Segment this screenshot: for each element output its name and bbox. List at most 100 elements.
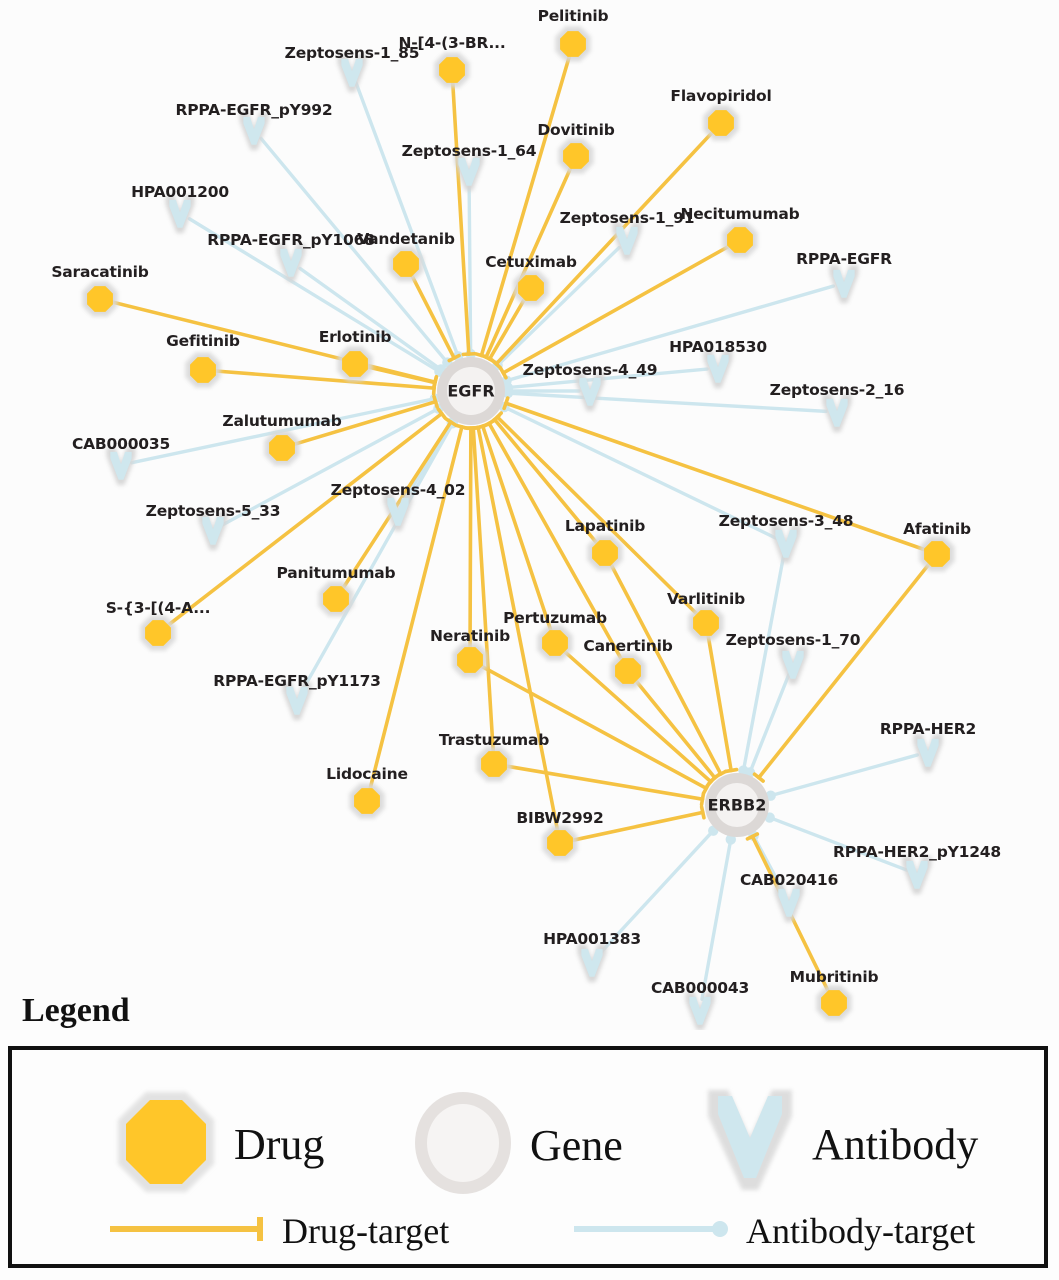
drug-target-edge bbox=[367, 425, 464, 793]
drug-edge-endpoint bbox=[447, 353, 461, 363]
drug-node[interactable] bbox=[388, 246, 424, 282]
antibody-target-edge bbox=[504, 284, 836, 383]
antibody-target-edge bbox=[506, 391, 828, 414]
antibody-target-edge bbox=[259, 136, 450, 365]
network-graph-svg[interactable] bbox=[0, 0, 1059, 1030]
legend-label-antibody: Antibody bbox=[812, 1120, 979, 1169]
antibody-node[interactable] bbox=[577, 944, 607, 983]
antibody-node[interactable] bbox=[198, 512, 228, 551]
antibody-chevron-icon bbox=[280, 248, 302, 277]
drug-target-edge-icon bbox=[108, 1214, 268, 1249]
antibody-chevron-icon bbox=[286, 686, 308, 715]
antibody-target-edge bbox=[769, 753, 920, 798]
antibody-chevron-icon bbox=[906, 860, 928, 889]
antibody-target-edge bbox=[220, 406, 441, 527]
drug-target-edge bbox=[290, 399, 438, 447]
drug-target-edge bbox=[487, 295, 528, 361]
antibody-chevron-icon bbox=[202, 516, 224, 545]
drug-octagon-icon bbox=[269, 435, 295, 461]
antibody-node[interactable] bbox=[282, 682, 312, 721]
drug-target-edge bbox=[363, 364, 437, 385]
drug-target-edge bbox=[504, 401, 929, 553]
antibody-chevron-icon bbox=[707, 354, 729, 383]
drug-node[interactable] bbox=[318, 581, 354, 617]
drug-edge-endpoint bbox=[436, 407, 447, 420]
drug-target-edge bbox=[468, 426, 473, 651]
antibody-node[interactable] bbox=[771, 525, 801, 564]
antibody-node[interactable] bbox=[778, 646, 808, 685]
antibody-node[interactable] bbox=[829, 265, 859, 304]
drug-node[interactable] bbox=[558, 138, 594, 174]
drug-target-edge bbox=[561, 648, 713, 784]
drug-edge-endpoint bbox=[502, 396, 510, 411]
antibody-target-edge bbox=[502, 405, 778, 540]
drug-node[interactable] bbox=[185, 352, 221, 388]
drug-octagon-icon bbox=[145, 620, 171, 646]
antibody-node[interactable] bbox=[454, 153, 484, 192]
drug-node[interactable] bbox=[513, 270, 549, 306]
antibody-node[interactable] bbox=[106, 447, 136, 486]
antibody-node[interactable] bbox=[902, 856, 932, 895]
antibody-edge-endpoint bbox=[738, 765, 749, 776]
drug-node[interactable] bbox=[555, 26, 591, 62]
drug-node[interactable] bbox=[587, 535, 623, 571]
drug-node[interactable] bbox=[537, 625, 573, 661]
antibody-node[interactable] bbox=[165, 195, 195, 234]
network-canvas[interactable]: Zeptosens-1_85 RPPA-EGFR_pY992 HPA001200 Ze… bbox=[0, 0, 1059, 1030]
drug-edge-endpoint bbox=[723, 767, 739, 774]
drug-node[interactable] bbox=[816, 985, 852, 1021]
drug-octagon-icon bbox=[821, 990, 847, 1016]
drug-node[interactable] bbox=[264, 430, 300, 466]
drug-node[interactable] bbox=[703, 105, 739, 141]
drug-node[interactable] bbox=[337, 346, 373, 382]
drug-node[interactable] bbox=[476, 746, 512, 782]
drug-edge-endpoint bbox=[454, 423, 470, 431]
antibody-node[interactable] bbox=[685, 992, 715, 1030]
gene-circle-icon bbox=[447, 367, 495, 415]
antibody-node[interactable] bbox=[239, 112, 269, 151]
drug-octagon-icon bbox=[354, 788, 380, 814]
antibody-target-edge bbox=[741, 552, 786, 773]
drug-node[interactable] bbox=[349, 783, 385, 819]
gene-node[interactable] bbox=[437, 357, 505, 425]
antibody-chevron-icon bbox=[689, 996, 711, 1025]
drug-node[interactable] bbox=[722, 222, 758, 258]
antibody-target-edge bbox=[187, 217, 442, 374]
drug-node[interactable] bbox=[140, 615, 176, 651]
drug-edge-endpoint bbox=[461, 351, 477, 357]
drug-node[interactable] bbox=[82, 281, 118, 317]
drug-edge-endpoint bbox=[444, 417, 458, 427]
antibody-node[interactable] bbox=[913, 734, 943, 773]
drug-edge-endpoint bbox=[498, 366, 508, 380]
drug-octagon-icon bbox=[481, 751, 507, 777]
antibody-node[interactable] bbox=[774, 884, 804, 923]
antibody-node[interactable] bbox=[383, 493, 413, 532]
drug-node[interactable] bbox=[919, 536, 955, 572]
drug-node[interactable] bbox=[542, 825, 578, 861]
drug-node[interactable] bbox=[452, 642, 488, 678]
nodes-layer[interactable] bbox=[82, 26, 955, 1030]
gene-node[interactable] bbox=[705, 773, 769, 837]
antibody-target-edge bbox=[597, 829, 715, 956]
antibody-chevron-icon bbox=[917, 738, 939, 767]
antibody-node[interactable] bbox=[612, 222, 642, 261]
legend-box: Drug Gene Antibody bbox=[8, 1046, 1048, 1268]
antibody-node[interactable] bbox=[703, 350, 733, 389]
antibody-edge-endpoint bbox=[725, 834, 736, 845]
antibody-node[interactable] bbox=[822, 394, 852, 433]
antibody-node[interactable] bbox=[337, 54, 367, 93]
antibody-chevron-icon bbox=[458, 157, 480, 186]
legend-item-drug: Drug bbox=[112, 1086, 324, 1203]
antibody-node[interactable] bbox=[276, 244, 306, 283]
antibody-node[interactable] bbox=[575, 373, 605, 412]
drug-node[interactable] bbox=[610, 653, 646, 689]
drug-target-edge bbox=[484, 164, 574, 360]
antibody-chevron-icon bbox=[778, 888, 800, 917]
drug-node[interactable] bbox=[434, 52, 470, 88]
drug-node[interactable] bbox=[688, 605, 724, 641]
drug-edge-endpoint bbox=[431, 375, 439, 390]
drug-target-edge bbox=[409, 271, 456, 360]
drug-edge-endpoint bbox=[708, 772, 721, 784]
antibody-edge-endpoint bbox=[502, 387, 514, 399]
